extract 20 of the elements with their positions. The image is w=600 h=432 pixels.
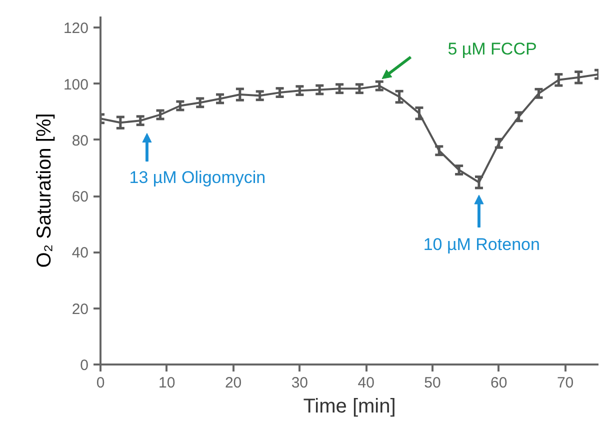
x-tick-label: 50 xyxy=(424,374,441,392)
x-axis-title: Time [min] xyxy=(303,396,396,418)
y-tick-label: 120 xyxy=(63,20,89,38)
y-tick-label: 100 xyxy=(63,76,89,94)
x-tick-label: 70 xyxy=(556,374,574,392)
y-tick-label: 20 xyxy=(72,300,89,318)
annotation: 13 µM Oligomycin xyxy=(129,168,266,188)
x-tick-label: 0 xyxy=(96,374,105,392)
x-tick-label: 10 xyxy=(158,374,176,392)
y-axis-title: O₂ Saturation [%] xyxy=(33,113,56,268)
y-tick-label: 80 xyxy=(72,132,89,150)
annotation: 10 µM Rotenon xyxy=(423,235,540,254)
x-tick-label: 20 xyxy=(224,374,242,392)
y-tick-label: 40 xyxy=(72,244,89,262)
annotation: 5 µM FCCP xyxy=(448,39,537,58)
y-tick-label: 0 xyxy=(80,357,88,374)
x-tick-label: 30 xyxy=(291,374,308,392)
y-tick-label: 60 xyxy=(72,188,89,206)
x-tick-label: 60 xyxy=(490,374,508,392)
x-tick-label: 40 xyxy=(358,374,374,392)
